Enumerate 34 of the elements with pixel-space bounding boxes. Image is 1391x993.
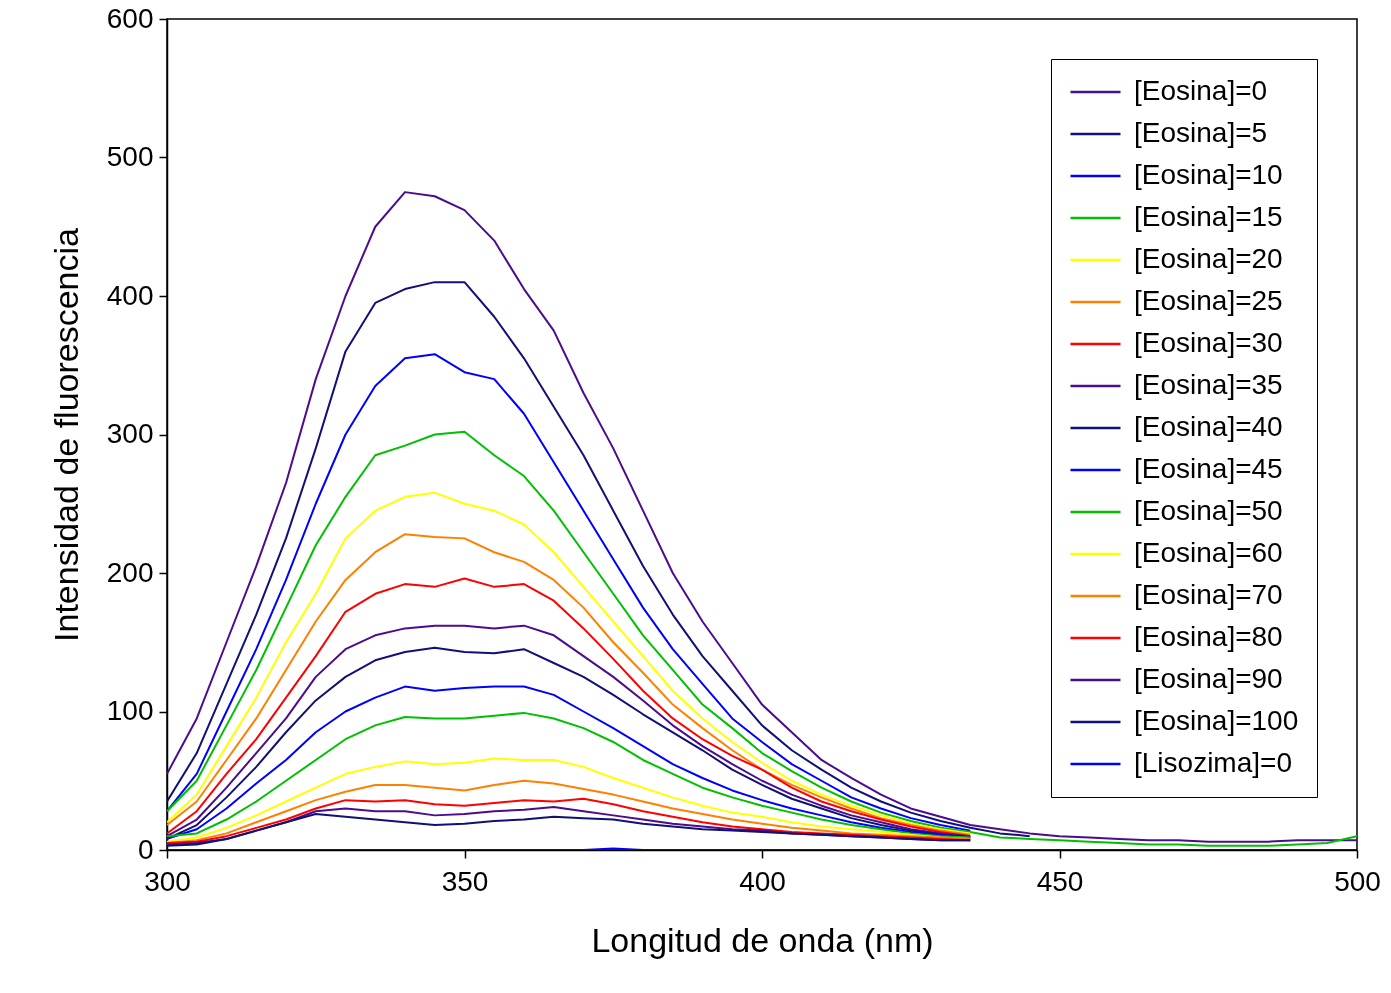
line-series [167, 711, 972, 839]
legend-label: [Eosina]=0 [1134, 75, 1268, 106]
legend-label: [Lisozima]=0 [1134, 747, 1292, 778]
legend-label: [Eosina]=10 [1134, 159, 1283, 190]
x-tick-label: 500 [1334, 865, 1381, 897]
y-tick-label: 100 [106, 695, 154, 726]
y-tick-label: 600 [106, 2, 154, 34]
x-tick-label: 300 [144, 865, 191, 897]
legend-label: [Eosina]=5 [1134, 117, 1268, 148]
legend-label: [Eosina]=40 [1134, 411, 1283, 442]
legend-label: [Eosina]=90 [1134, 663, 1283, 694]
y-tick-label: 300 [106, 418, 154, 449]
y-tick-label: 500 [106, 141, 154, 172]
x-axis-title: Longitud de onda (nm) [591, 920, 934, 959]
y-tick-label: 200 [106, 556, 154, 588]
legend-label: [Eosina]=70 [1134, 579, 1283, 610]
legend-label: [Eosina]=30 [1134, 327, 1283, 358]
legend-label: [Eosina]=80 [1134, 621, 1283, 652]
x-tick-label: 350 [441, 865, 489, 897]
legend-label: [Eosina]=25 [1134, 285, 1283, 316]
x-tick-label: 400 [739, 865, 786, 897]
y-tick-label: 400 [106, 279, 154, 311]
line-series [167, 191, 1357, 843]
x-tick-label: 450 [1036, 865, 1084, 897]
legend-label: [Eosina]=100 [1134, 705, 1299, 736]
line-series [167, 353, 972, 832]
legend-label: [Eosina]=20 [1134, 243, 1283, 274]
legend-label: [Eosina]=45 [1134, 453, 1283, 484]
legend-label: [Eosina]=35 [1134, 369, 1283, 400]
y-tick-label: 0 [137, 833, 154, 865]
legend-label: [Eosina]=60 [1134, 537, 1283, 568]
legend-label: [Eosina]=50 [1134, 495, 1283, 526]
y-axis-title: Intensidad de fluorescencia [46, 227, 85, 642]
legend-label: [Eosina]=15 [1134, 201, 1283, 232]
